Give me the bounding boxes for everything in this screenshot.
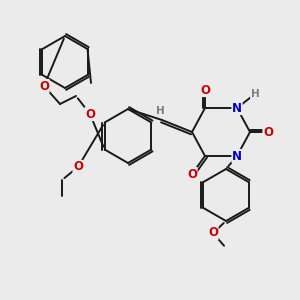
Text: N: N: [232, 101, 242, 115]
Text: O: O: [263, 125, 273, 139]
Text: O: O: [208, 226, 218, 239]
Text: H: H: [250, 89, 260, 99]
Text: O: O: [39, 80, 49, 92]
Text: O: O: [200, 83, 210, 97]
Text: H: H: [156, 106, 164, 116]
Text: O: O: [187, 167, 197, 181]
Text: O: O: [73, 160, 83, 173]
Text: O: O: [85, 107, 95, 121]
Text: N: N: [232, 149, 242, 163]
